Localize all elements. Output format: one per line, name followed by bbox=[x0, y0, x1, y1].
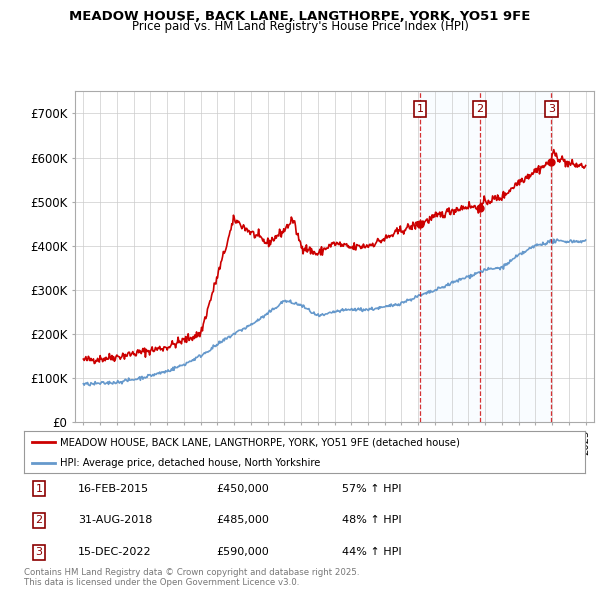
Text: 3: 3 bbox=[35, 548, 43, 557]
Text: Price paid vs. HM Land Registry's House Price Index (HPI): Price paid vs. HM Land Registry's House … bbox=[131, 20, 469, 33]
Text: £485,000: £485,000 bbox=[216, 516, 269, 525]
Text: 31-AUG-2018: 31-AUG-2018 bbox=[78, 516, 152, 525]
Text: 1: 1 bbox=[35, 484, 43, 493]
Text: £590,000: £590,000 bbox=[216, 548, 269, 557]
Text: 1: 1 bbox=[417, 104, 424, 114]
Text: 44% ↑ HPI: 44% ↑ HPI bbox=[342, 548, 401, 557]
Text: Contains HM Land Registry data © Crown copyright and database right 2025.
This d: Contains HM Land Registry data © Crown c… bbox=[24, 568, 359, 587]
Text: 48% ↑ HPI: 48% ↑ HPI bbox=[342, 516, 401, 525]
Text: 2: 2 bbox=[476, 104, 483, 114]
Text: MEADOW HOUSE, BACK LANE, LANGTHORPE, YORK, YO51 9FE: MEADOW HOUSE, BACK LANE, LANGTHORPE, YOR… bbox=[70, 10, 530, 23]
Text: 16-FEB-2015: 16-FEB-2015 bbox=[78, 484, 149, 493]
Text: MEADOW HOUSE, BACK LANE, LANGTHORPE, YORK, YO51 9FE (detached house): MEADOW HOUSE, BACK LANE, LANGTHORPE, YOR… bbox=[61, 437, 460, 447]
Text: £450,000: £450,000 bbox=[216, 484, 269, 493]
Text: 57% ↑ HPI: 57% ↑ HPI bbox=[342, 484, 401, 493]
Text: 2: 2 bbox=[35, 516, 43, 525]
Text: 15-DEC-2022: 15-DEC-2022 bbox=[78, 548, 152, 557]
Text: 3: 3 bbox=[548, 104, 555, 114]
Text: HPI: Average price, detached house, North Yorkshire: HPI: Average price, detached house, Nort… bbox=[61, 458, 321, 468]
Bar bbox=[420, 91, 551, 422]
